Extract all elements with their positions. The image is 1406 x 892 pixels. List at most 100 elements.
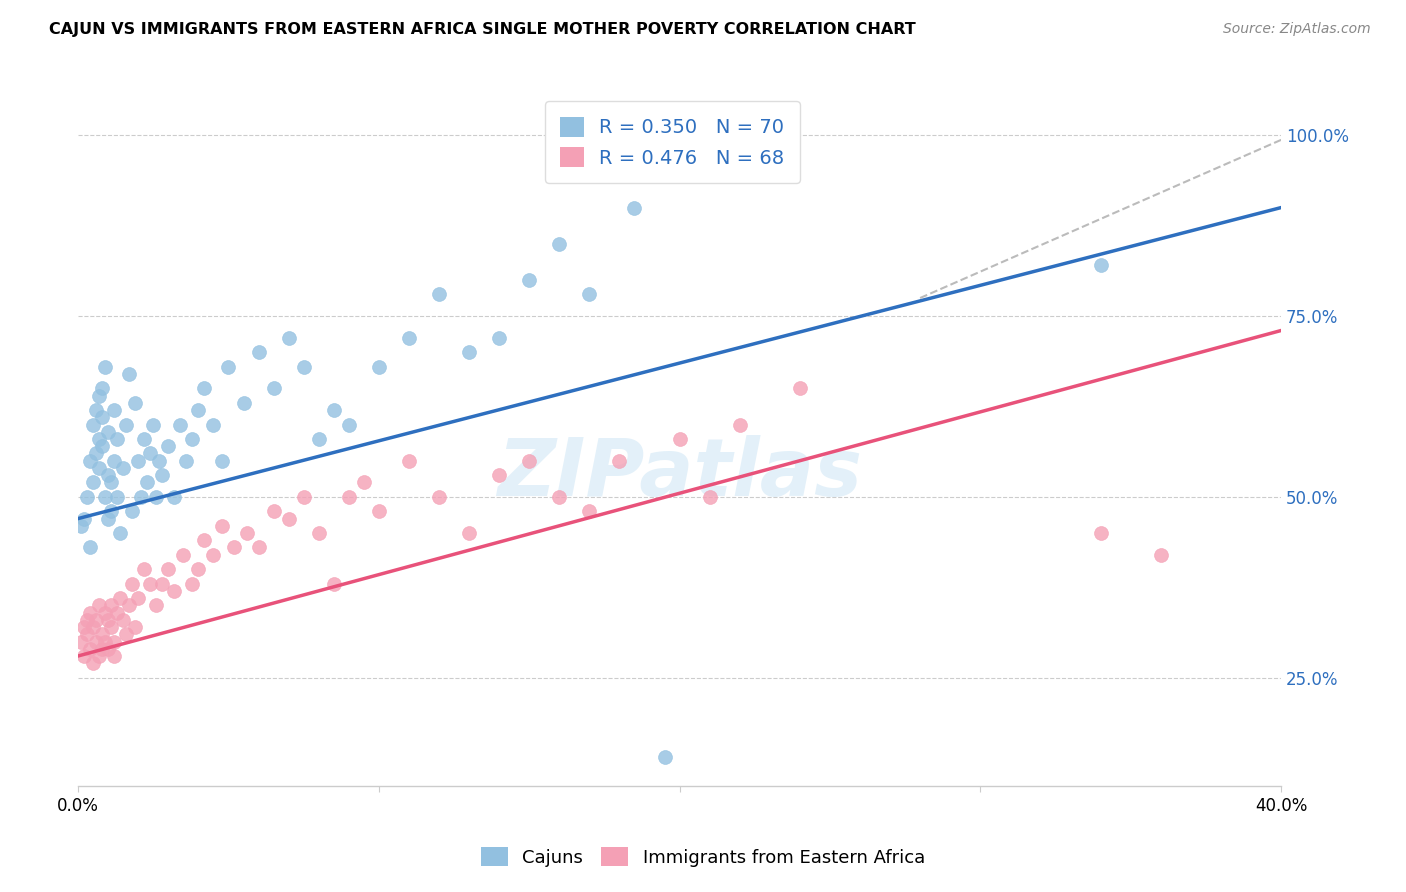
Point — [458, 526, 481, 541]
Point — [263, 504, 285, 518]
Point — [127, 454, 149, 468]
Point — [176, 454, 198, 468]
Point — [163, 490, 186, 504]
Point — [292, 359, 315, 374]
Point — [224, 541, 246, 555]
Point — [103, 634, 125, 648]
Point — [150, 468, 173, 483]
Point — [94, 490, 117, 504]
Point — [548, 490, 571, 504]
Point — [277, 511, 299, 525]
Legend: R = 0.350   N = 70, R = 0.476   N = 68: R = 0.350 N = 70, R = 0.476 N = 68 — [546, 102, 800, 183]
Point — [322, 576, 344, 591]
Point — [73, 620, 96, 634]
Point — [263, 381, 285, 395]
Point — [609, 454, 631, 468]
Point — [115, 627, 138, 641]
Point — [139, 576, 162, 591]
Point — [1090, 259, 1112, 273]
Point — [488, 331, 510, 345]
Point — [211, 518, 233, 533]
Point — [79, 641, 101, 656]
Point — [110, 526, 132, 541]
Point — [181, 576, 204, 591]
Point — [427, 287, 450, 301]
Point — [163, 583, 186, 598]
Point — [292, 490, 315, 504]
Legend: Cajuns, Immigrants from Eastern Africa: Cajuns, Immigrants from Eastern Africa — [474, 840, 932, 874]
Point — [84, 613, 107, 627]
Point — [308, 432, 330, 446]
Point — [97, 613, 120, 627]
Point — [172, 548, 194, 562]
Point — [699, 490, 721, 504]
Point — [97, 425, 120, 439]
Point — [73, 511, 96, 525]
Point — [84, 634, 107, 648]
Point — [91, 627, 114, 641]
Point — [105, 490, 128, 504]
Point — [110, 591, 132, 606]
Point — [367, 359, 389, 374]
Point — [142, 417, 165, 432]
Point — [89, 389, 111, 403]
Point — [202, 417, 225, 432]
Point — [70, 518, 93, 533]
Point — [82, 417, 104, 432]
Point — [124, 620, 146, 634]
Point — [76, 627, 98, 641]
Point — [202, 548, 225, 562]
Point — [139, 446, 162, 460]
Point — [103, 454, 125, 468]
Point — [82, 657, 104, 671]
Point — [398, 331, 420, 345]
Point — [118, 367, 141, 381]
Point — [308, 526, 330, 541]
Point — [100, 504, 122, 518]
Point — [82, 620, 104, 634]
Point — [548, 236, 571, 251]
Point — [517, 454, 540, 468]
Point — [100, 475, 122, 490]
Point — [121, 504, 143, 518]
Point — [121, 576, 143, 591]
Point — [517, 273, 540, 287]
Point — [115, 417, 138, 432]
Point — [112, 613, 135, 627]
Point — [91, 439, 114, 453]
Point — [193, 533, 215, 548]
Point — [79, 454, 101, 468]
Point — [91, 381, 114, 395]
Point — [134, 432, 156, 446]
Point — [337, 417, 360, 432]
Point — [136, 475, 159, 490]
Point — [89, 461, 111, 475]
Point — [79, 541, 101, 555]
Point — [157, 562, 180, 576]
Point — [91, 410, 114, 425]
Point — [169, 417, 191, 432]
Point — [1090, 526, 1112, 541]
Point — [103, 403, 125, 417]
Point — [73, 648, 96, 663]
Point — [97, 641, 120, 656]
Point — [398, 454, 420, 468]
Point — [129, 490, 152, 504]
Point — [193, 381, 215, 395]
Point — [112, 461, 135, 475]
Point — [623, 201, 645, 215]
Point — [578, 287, 600, 301]
Point — [97, 511, 120, 525]
Point — [100, 620, 122, 634]
Point — [127, 591, 149, 606]
Point — [668, 432, 690, 446]
Point — [235, 526, 257, 541]
Point — [97, 468, 120, 483]
Point — [367, 504, 389, 518]
Point — [654, 750, 676, 764]
Point — [157, 439, 180, 453]
Point — [337, 490, 360, 504]
Point — [82, 475, 104, 490]
Point — [277, 331, 299, 345]
Point — [728, 417, 751, 432]
